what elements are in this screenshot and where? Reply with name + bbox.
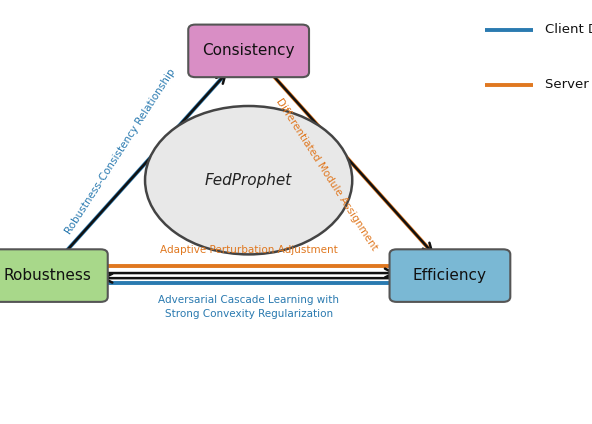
Text: Robustness: Robustness (4, 268, 91, 283)
Text: Client Design: Client Design (545, 23, 592, 36)
Text: Adaptive Perturbation Adjustment: Adaptive Perturbation Adjustment (160, 245, 337, 255)
Circle shape (145, 106, 352, 254)
Text: Adversarial Cascade Learning with
Strong Convexity Regularization: Adversarial Cascade Learning with Strong… (158, 295, 339, 318)
Text: Robustness-Consistency Relationship: Robustness-Consistency Relationship (63, 67, 178, 236)
Text: Consistency: Consistency (202, 43, 295, 59)
Text: Server Design: Server Design (545, 78, 592, 91)
Text: Efficiency: Efficiency (413, 268, 487, 283)
Text: FedProphet: FedProphet (205, 173, 292, 188)
FancyBboxPatch shape (188, 25, 309, 77)
FancyBboxPatch shape (0, 249, 108, 302)
FancyBboxPatch shape (390, 249, 510, 302)
Text: Differentiated Module Assignment: Differentiated Module Assignment (275, 97, 379, 253)
